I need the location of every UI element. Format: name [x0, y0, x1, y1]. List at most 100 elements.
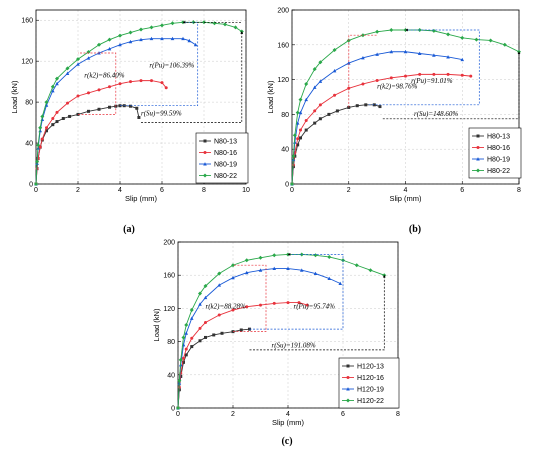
- data-point: [184, 331, 189, 335]
- legend: N80-13 N80-16 N80-19 N80-22: [195, 132, 249, 184]
- annotation-guide-line: [348, 34, 378, 108]
- data-point: [272, 301, 276, 305]
- x-tick-label: 0: [290, 187, 294, 194]
- data-point: [160, 36, 164, 41]
- data-point: [296, 137, 300, 141]
- legend-entry: H80-19: [487, 157, 510, 164]
- data-point: [231, 308, 235, 312]
- series-H120-19: [176, 266, 343, 410]
- annotation-guide-line: [78, 52, 117, 115]
- data-point: [361, 82, 365, 86]
- data-point: [181, 335, 186, 340]
- series-line: [291, 29, 520, 185]
- data-point: [51, 88, 55, 93]
- data-point: [220, 331, 224, 335]
- data-point: [139, 79, 143, 83]
- data-point: [460, 57, 465, 62]
- x-tick-label: 4: [118, 187, 122, 194]
- y-tick-label: 80: [281, 112, 289, 119]
- data-point: [318, 60, 323, 65]
- data-point: [403, 49, 408, 54]
- annotation-label: r(k2)=88.28%: [206, 302, 246, 310]
- series-H80-19: [290, 49, 465, 186]
- data-point: [332, 69, 337, 73]
- data-point: [55, 76, 59, 81]
- data-point: [292, 133, 297, 138]
- y-tick-label: 40: [281, 147, 289, 154]
- x-tick-label: 4: [286, 411, 290, 418]
- data-point: [217, 313, 221, 317]
- x-tick-label: 6: [160, 187, 164, 194]
- data-point: [361, 55, 365, 60]
- data-point: [139, 27, 143, 32]
- data-point: [375, 29, 380, 34]
- data-point: [318, 103, 322, 107]
- data-point: [354, 263, 359, 268]
- data-point: [404, 74, 407, 78]
- y-tick-label: 0: [171, 406, 175, 413]
- data-point: [258, 268, 263, 272]
- data-point: [346, 61, 351, 65]
- data-point: [45, 129, 48, 133]
- x-tick-label: 6: [341, 411, 345, 418]
- data-point: [184, 353, 188, 357]
- data-point: [118, 82, 122, 86]
- data-point: [446, 72, 450, 76]
- x-tick-label: 4: [404, 187, 408, 194]
- data-point: [476, 146, 480, 149]
- data-point: [304, 97, 308, 102]
- data-point: [190, 336, 194, 340]
- y-tick-label: 120: [277, 77, 289, 84]
- data-point: [170, 36, 175, 41]
- data-point: [177, 378, 182, 383]
- data-point: [128, 30, 133, 35]
- data-point: [50, 84, 55, 89]
- data-point: [76, 62, 80, 66]
- annotation-guide-line: [249, 274, 386, 351]
- series-H120-13: [176, 327, 251, 410]
- annotation-label: r(Pu)=91.01%: [411, 77, 453, 85]
- data-point: [87, 91, 90, 95]
- data-point: [372, 103, 376, 107]
- data-point: [76, 57, 80, 62]
- data-point: [68, 114, 72, 118]
- data-point: [272, 266, 277, 271]
- data-point: [474, 37, 479, 42]
- y-tick-label: 80: [25, 100, 33, 107]
- data-point: [476, 134, 480, 138]
- x-tick-label: 10: [242, 187, 250, 194]
- panel-label-b: (b): [409, 224, 421, 235]
- legend-entry: H80-16: [487, 145, 510, 152]
- data-point: [375, 78, 379, 82]
- data-point: [432, 53, 436, 57]
- legend-entry: H80-13: [487, 134, 510, 141]
- annotation-guide-line: [249, 253, 344, 330]
- data-point: [203, 151, 207, 154]
- annotation-label: r(Pu)=106.39%: [149, 61, 194, 69]
- data-point: [417, 51, 422, 55]
- data-point: [160, 23, 164, 28]
- data-point: [65, 66, 70, 71]
- data-point: [346, 387, 350, 391]
- legend-entry: N80-22: [214, 173, 237, 180]
- data-point: [346, 398, 350, 403]
- data-point: [231, 275, 235, 280]
- data-point: [469, 74, 473, 78]
- annotation-guide-line: [141, 31, 244, 123]
- data-point: [313, 253, 318, 258]
- data-point: [327, 254, 332, 259]
- data-point: [34, 182, 38, 186]
- data-point: [245, 305, 249, 309]
- data-point: [244, 258, 249, 263]
- data-point: [107, 37, 112, 42]
- data-point: [193, 42, 198, 47]
- data-point: [164, 86, 168, 90]
- data-point: [86, 56, 91, 60]
- plot-frame: [35, 9, 247, 185]
- data-point: [312, 67, 317, 72]
- data-point: [333, 93, 337, 97]
- legend-entry: N80-16: [214, 150, 237, 157]
- data-point: [135, 106, 139, 110]
- y-tick-label: 40: [25, 141, 33, 148]
- annotation-guide-line: [368, 28, 480, 106]
